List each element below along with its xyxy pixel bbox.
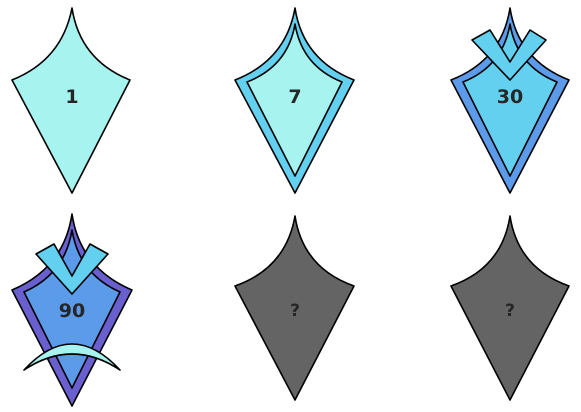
badge-3-label: 30 bbox=[497, 86, 523, 108]
badge-5-label: ? bbox=[290, 301, 300, 321]
badge-4-label: 90 bbox=[59, 300, 85, 322]
badge-2[interactable]: 7 bbox=[234, 7, 355, 194]
badge-4[interactable]: 90 bbox=[11, 213, 133, 407]
badge-6-shape bbox=[450, 215, 570, 401]
badge-4-chevron-icon bbox=[35, 243, 109, 295]
badge-6-label: ? bbox=[505, 301, 515, 321]
badge-1-shape bbox=[11, 7, 131, 194]
badge-3[interactable]: 30 bbox=[450, 7, 570, 194]
badge-5-locked[interactable]: ? bbox=[234, 215, 355, 401]
badge-4-inner-shape bbox=[23, 229, 121, 389]
badge-3-chevron-icon bbox=[471, 29, 547, 81]
badge-2-label: 7 bbox=[288, 86, 301, 108]
badge-6-locked[interactable]: ? bbox=[450, 215, 570, 401]
badge-4-arc-icon bbox=[23, 343, 121, 371]
badge-5-shape bbox=[234, 215, 355, 401]
badge-2-inner-shape bbox=[246, 23, 343, 177]
badge-1-label: 1 bbox=[65, 86, 78, 108]
badge-1[interactable]: 1 bbox=[11, 7, 131, 194]
